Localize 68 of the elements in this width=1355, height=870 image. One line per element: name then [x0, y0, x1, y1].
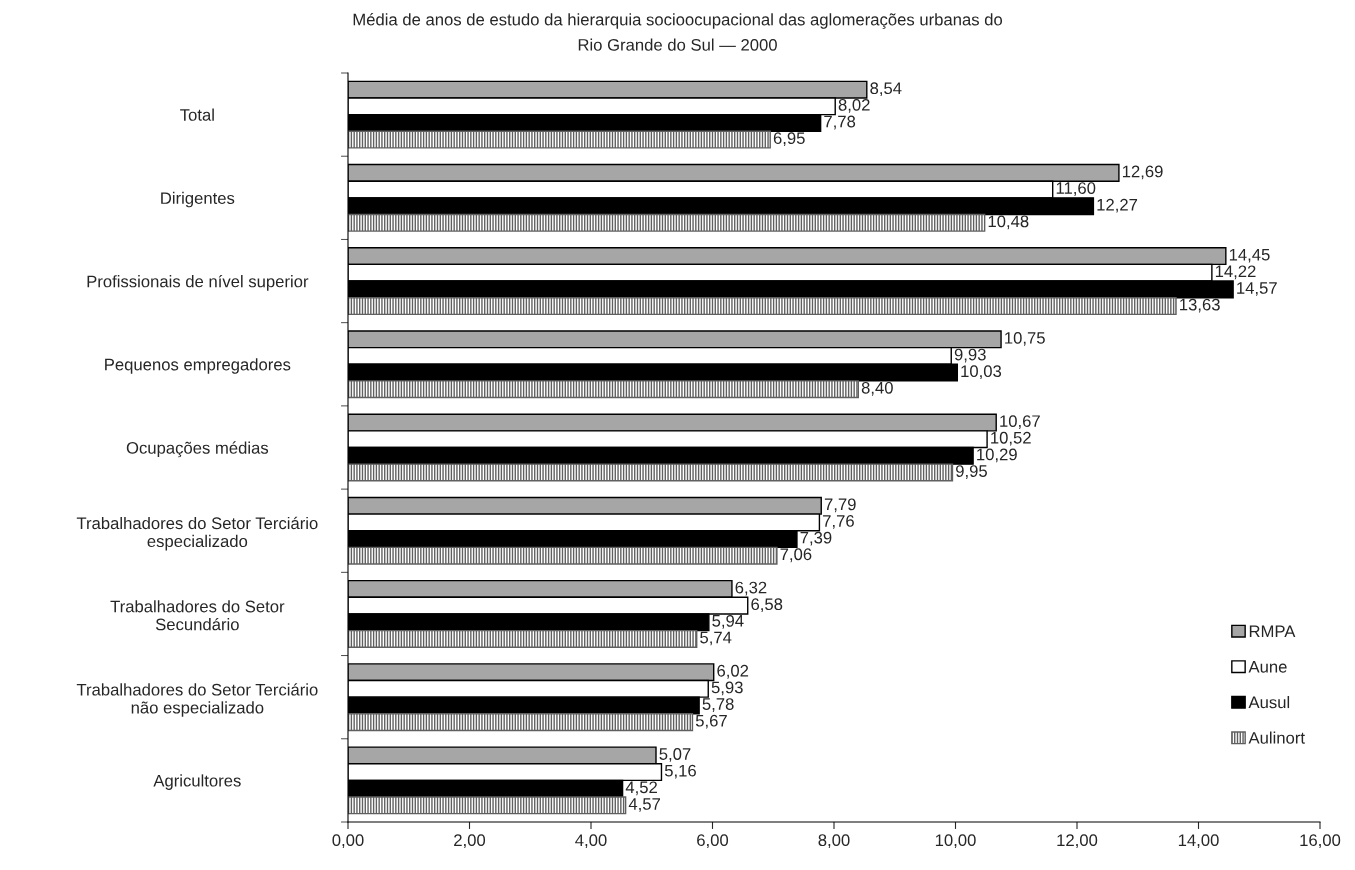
y-tick-label: Pequenos empregadores: [105, 358, 291, 374]
y-tick-label: Trabalhadores do Setor Secundário: [110, 600, 285, 631]
data-label: 5,67: [695, 714, 727, 729]
data-label: 8,02: [838, 98, 870, 113]
legend-label: Ausul: [1248, 696, 1290, 709]
data-label: 11,60: [1056, 182, 1096, 196]
bar: [348, 629, 698, 648]
data-label: 7,39: [800, 531, 832, 546]
data-label: 7,78: [824, 115, 856, 130]
data-label: 7,76: [823, 515, 854, 529]
y-tick-label: Ocupações médias: [126, 441, 269, 458]
bar: [348, 546, 778, 565]
legend-label: Aulinort: [1248, 731, 1305, 744]
x-tick-label: 12,00: [1057, 834, 1098, 849]
y-tick-label: Trabalhadores do Setor Terciário especializado: [76, 516, 318, 551]
data-label: 5,94: [712, 614, 744, 629]
data-label: 6,58: [751, 598, 783, 613]
data-label: 14,22: [1215, 265, 1256, 280]
legend-label: Aune: [1248, 661, 1287, 673]
data-label: 8,40: [861, 381, 893, 396]
bar: [348, 380, 859, 399]
x-tick-label: 16,00: [1300, 834, 1341, 849]
data-label: 4,52: [625, 781, 657, 796]
bar: [348, 463, 954, 482]
bar: [348, 297, 1177, 316]
data-label: 4,57: [628, 798, 661, 812]
data-label: 5,16: [664, 764, 696, 779]
data-label: 12,69: [1122, 165, 1163, 180]
y-tick-label: Total: [180, 108, 214, 121]
x-tick-label: 0,00: [332, 834, 364, 849]
data-label: 8,54: [870, 82, 902, 97]
data-label: 14,45: [1229, 248, 1270, 263]
data-label: 5,74: [700, 631, 732, 646]
x-tick-label: 2,00: [454, 834, 486, 849]
data-label: 6,32: [735, 581, 767, 596]
bar: [348, 713, 694, 732]
data-label: 10,67: [1000, 415, 1040, 429]
bar: [348, 130, 771, 149]
data-label: 13,63: [1180, 298, 1220, 313]
x-tick-label: 6,00: [697, 834, 729, 849]
data-label: 10,03: [961, 365, 1002, 380]
data-label: 9,95: [956, 465, 987, 479]
data-label: 9,93: [954, 348, 986, 363]
bar: [348, 213, 986, 232]
data-label: 10,75: [1005, 331, 1045, 346]
data-label: 5,93: [711, 681, 743, 696]
chart-title: Média de anos de estudo da hierarquia socioocupacional das aglomerações urbanas do Rio Grande do Sul — 2000: [353, 13, 1003, 51]
legend-label: RMPA: [1249, 625, 1296, 638]
data-label: 7,06: [780, 548, 812, 563]
data-label: 12,27: [1097, 198, 1138, 213]
x-tick-label: 4,00: [575, 834, 607, 849]
data-label: 10,48: [988, 215, 1029, 230]
bar: [348, 796, 627, 815]
y-tick-label: Profissionais de nível superior: [87, 274, 309, 291]
x-tick-label: 14,00: [1178, 834, 1219, 849]
data-label: 10,52: [991, 431, 1031, 446]
y-tick-label: Trabalhadores do Setor Terciário não especializado: [76, 683, 318, 717]
data-label: 5,78: [702, 698, 734, 712]
data-label: 10,29: [977, 448, 1017, 463]
data-label: 7,79: [824, 498, 856, 513]
x-tick-label: 8,00: [818, 834, 850, 849]
data-label: 14,57: [1237, 282, 1277, 296]
data-label: 6,95: [773, 132, 805, 147]
data-label: 5,07: [659, 748, 691, 762]
y-tick-label: Agricultores: [153, 774, 241, 790]
data-label: 6,02: [717, 664, 749, 679]
y-tick-label: Dirigentes: [161, 191, 235, 208]
x-tick-label: 10,00: [935, 834, 976, 849]
